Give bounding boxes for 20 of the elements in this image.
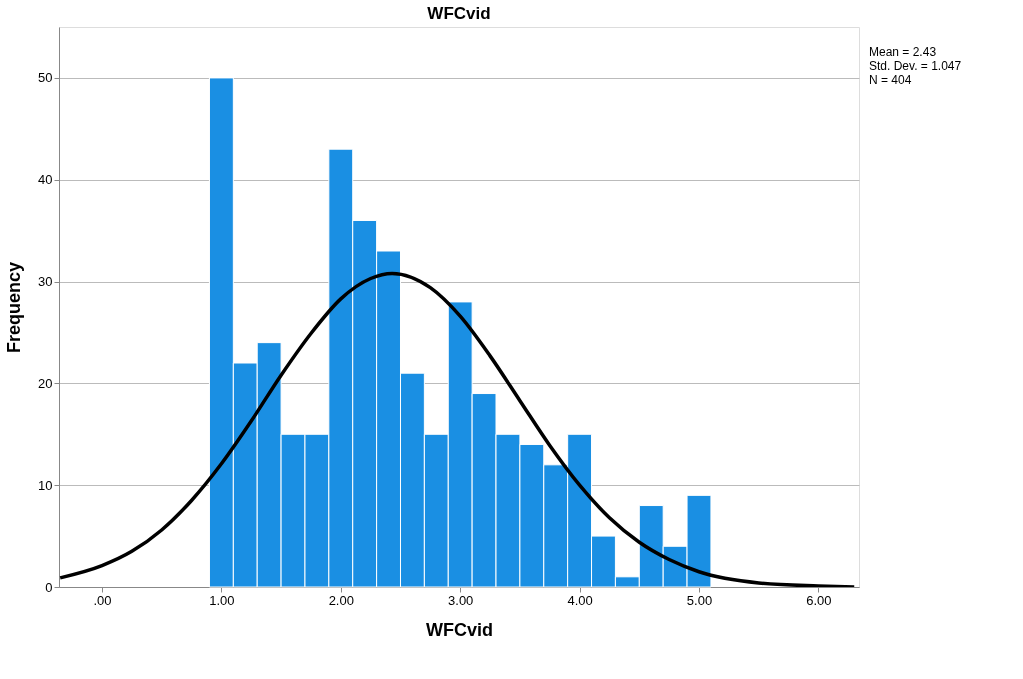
x-tick-label: 3.00 [448,592,474,608]
x-tick-label: 1.00 [209,592,235,608]
x-tick-label: 5.00 [686,592,713,608]
x-axis-title: WFCvid [426,619,493,640]
chart-title: WFCvid [427,4,491,23]
line-series [59,271,856,587]
text: Std. Dev. = 1.047 [869,59,962,73]
y-tick-label: 20 [38,375,53,391]
y-axis-title: Frequency [4,261,25,354]
y-tick-label: 30 [38,274,53,290]
x-tick-label: .00 [93,592,112,608]
y-tick-label: 50 [38,70,53,86]
text: Mean = 2.43 [869,45,937,59]
y-tick-label: 40 [38,172,53,188]
text: N = 404 [869,73,912,87]
y-tick-label: 0 [45,579,53,595]
y-tick-label: 10 [38,477,53,493]
x-tick-label: 2.00 [328,592,354,608]
x-tick-label: 6.00 [806,592,832,608]
x-tick-label: 4.00 [567,592,593,608]
